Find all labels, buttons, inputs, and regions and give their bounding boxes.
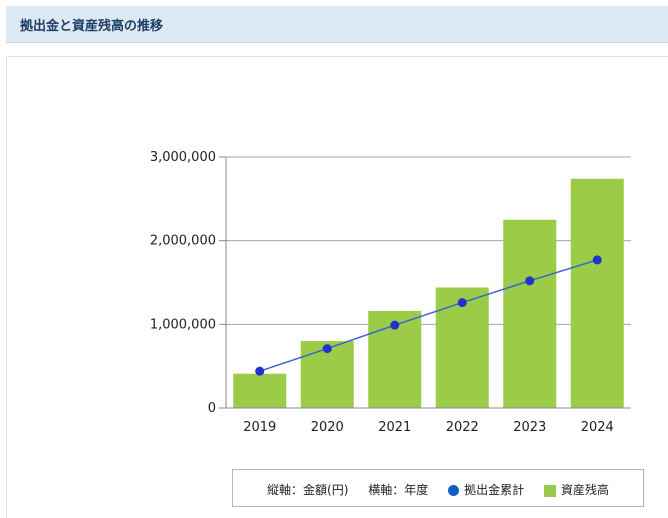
contribution-point: [592, 255, 602, 265]
x-tick-label: 2019: [243, 420, 276, 435]
legend-balance-label: 資産残高: [560, 483, 609, 497]
bar: [435, 287, 489, 408]
section-header: 拠出金と資産残高の推移: [6, 6, 668, 43]
bar-layer: [233, 178, 624, 408]
contribution-point: [255, 366, 265, 376]
x-tick-label: 2023: [513, 420, 546, 435]
y-tick-label: 2,000,000: [150, 234, 216, 249]
legend-balance: 資産残高: [543, 481, 609, 498]
x-tick-label: 2021: [378, 420, 411, 435]
bar: [570, 178, 624, 408]
legend-y-axis-note: 縦軸：金額(円): [267, 483, 349, 497]
legend: 縦軸：金額(円) 横軸：年度 拠出金累計 資産残高: [232, 469, 644, 507]
contribution-point: [525, 276, 535, 286]
legend-contribution-label: 拠出金累計: [464, 483, 525, 497]
y-tick-label: 1,000,000: [150, 317, 216, 332]
axis-layer: [219, 156, 631, 409]
y-tick-label: 3,000,000: [150, 150, 216, 165]
legend-balance-square-icon: [543, 484, 556, 497]
label-layer: 0 1,000,000 2,000,000 3,000,000 2019 2020 2021…: [150, 150, 614, 435]
contribution-point: [457, 298, 467, 308]
chart-panel: [6, 56, 668, 518]
x-tick-label: 2022: [446, 420, 479, 435]
y-tick-label: 0: [208, 401, 216, 416]
contribution-line: [259, 259, 598, 372]
contribution-point: [390, 320, 400, 330]
line-layer: [255, 255, 602, 376]
contribution-point: [322, 344, 332, 354]
legend-contribution: 拠出金累計: [448, 481, 524, 498]
legend-contribution-dot-icon: [448, 485, 460, 496]
bar: [503, 219, 557, 408]
bar: [233, 373, 287, 408]
legend-x-axis-note: 横軸：年度: [368, 483, 429, 497]
x-tick-label: 2020: [311, 420, 344, 435]
x-tick-label: 2024: [581, 420, 614, 435]
grid-layer: [226, 156, 631, 325]
section-title: 拠出金と資産残高の推移: [20, 19, 164, 34]
